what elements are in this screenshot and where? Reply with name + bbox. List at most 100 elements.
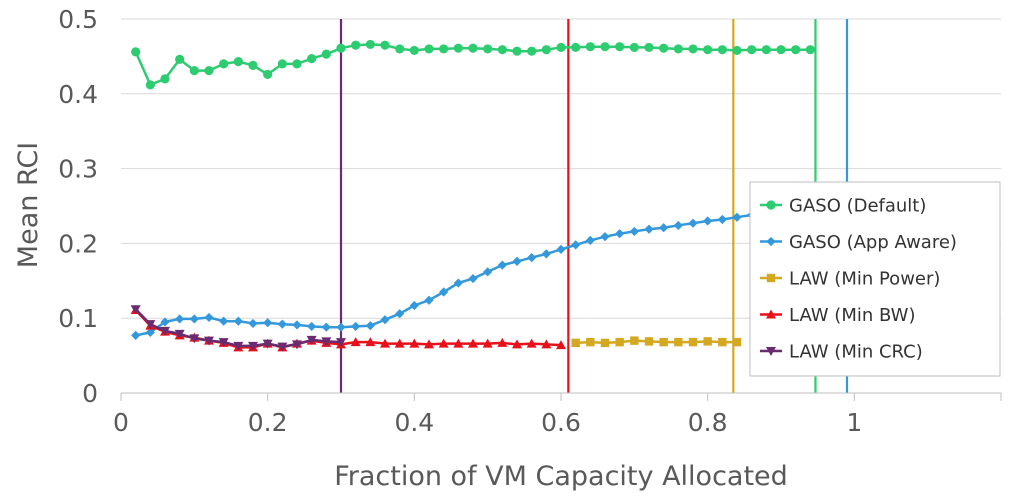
data-point xyxy=(380,338,390,348)
data-point xyxy=(747,45,757,55)
data-point xyxy=(262,339,273,349)
data-point xyxy=(395,309,405,319)
legend-item: GASO (Default) xyxy=(760,196,926,217)
data-point xyxy=(233,57,243,67)
data-point xyxy=(718,337,727,347)
data-point xyxy=(526,338,537,348)
legend-label: LAW (Min CRC) xyxy=(789,342,923,363)
data-point xyxy=(586,337,595,347)
data-point xyxy=(394,338,405,348)
data-point xyxy=(409,45,419,56)
x-tick-label: 0.8 xyxy=(688,408,728,437)
data-point xyxy=(439,287,449,297)
axes xyxy=(120,392,1002,401)
series-gaso-app-aware xyxy=(131,198,845,341)
y-tick-label: 0.5 xyxy=(58,5,98,34)
data-point xyxy=(644,42,654,53)
data-point xyxy=(688,44,698,54)
data-point xyxy=(732,212,742,222)
data-point xyxy=(644,337,654,346)
data-point xyxy=(277,342,288,352)
data-point xyxy=(659,43,669,53)
data-point xyxy=(630,336,639,345)
data-point xyxy=(497,260,507,270)
data-point xyxy=(615,229,625,239)
series-line xyxy=(575,339,737,345)
data-point xyxy=(145,80,155,90)
y-tick-label: 0.3 xyxy=(58,155,98,184)
legend-marker xyxy=(766,236,776,247)
data-point xyxy=(585,235,595,246)
data-point xyxy=(497,45,507,55)
x-tick-label: 0.2 xyxy=(248,408,288,437)
data-point xyxy=(629,226,639,237)
data-point xyxy=(175,54,185,64)
data-point xyxy=(512,256,522,266)
data-point xyxy=(512,339,522,349)
y-tick-label: 0 xyxy=(82,379,98,408)
data-point xyxy=(380,40,390,50)
data-point xyxy=(556,340,566,350)
y-tick-label: 0.2 xyxy=(58,229,98,258)
data-point xyxy=(204,66,214,76)
data-point xyxy=(468,273,478,284)
data-point xyxy=(644,224,654,234)
x-tick-label: 0 xyxy=(113,408,129,437)
data-point xyxy=(336,322,346,332)
y-tick-label: 0.4 xyxy=(58,80,98,109)
data-point xyxy=(703,337,712,346)
legend: GASO (Default) GASO (App Aware) LAW (Min P… xyxy=(749,181,1001,377)
data-point xyxy=(424,44,434,54)
data-point xyxy=(673,44,683,54)
data-point xyxy=(659,223,669,233)
series-layer xyxy=(130,39,845,352)
legend-marker xyxy=(766,200,776,210)
data-point xyxy=(307,54,317,64)
legend-label: LAW (Min Power) xyxy=(789,269,940,290)
data-point xyxy=(453,43,463,53)
data-point xyxy=(585,42,595,52)
legend-item: LAW (Min Power) xyxy=(760,269,940,290)
x-tick-label: 0.4 xyxy=(394,408,434,437)
series-law-min-crc xyxy=(130,305,346,352)
data-point xyxy=(600,232,610,242)
data-point xyxy=(409,300,419,311)
data-point xyxy=(556,244,566,254)
data-point xyxy=(438,338,449,348)
data-point xyxy=(497,337,508,347)
data-point xyxy=(219,59,229,69)
legend-label: LAW (Min BW) xyxy=(789,305,916,326)
data-point xyxy=(380,315,390,325)
data-point xyxy=(145,320,156,330)
series-law-min-power xyxy=(571,336,742,348)
data-point xyxy=(204,312,214,323)
legend-marker xyxy=(766,309,776,319)
x-tick-labels: 0 0.2 0.4 0.6 0.8 1 xyxy=(113,408,862,437)
data-point xyxy=(439,44,449,54)
data-point xyxy=(189,334,200,344)
data-point xyxy=(512,46,522,56)
data-point xyxy=(703,45,713,55)
x-axis-title: Fraction of VM Capacity Allocated xyxy=(334,461,788,492)
data-point xyxy=(600,338,610,348)
data-point xyxy=(292,59,302,69)
data-point xyxy=(233,341,244,351)
data-point xyxy=(160,74,170,84)
legend-marker xyxy=(766,273,776,283)
data-point xyxy=(776,45,786,55)
data-point xyxy=(571,42,581,53)
data-point xyxy=(351,321,361,332)
data-point xyxy=(688,337,698,347)
data-point xyxy=(321,322,331,332)
data-point xyxy=(131,330,141,341)
data-point xyxy=(717,45,727,55)
series-line xyxy=(134,309,562,349)
data-point xyxy=(336,43,346,53)
data-point xyxy=(174,329,185,339)
data-point xyxy=(468,338,478,348)
data-point xyxy=(468,43,478,53)
data-point xyxy=(556,42,566,53)
data-point xyxy=(424,339,434,349)
data-point xyxy=(306,335,317,345)
data-point xyxy=(791,45,801,55)
